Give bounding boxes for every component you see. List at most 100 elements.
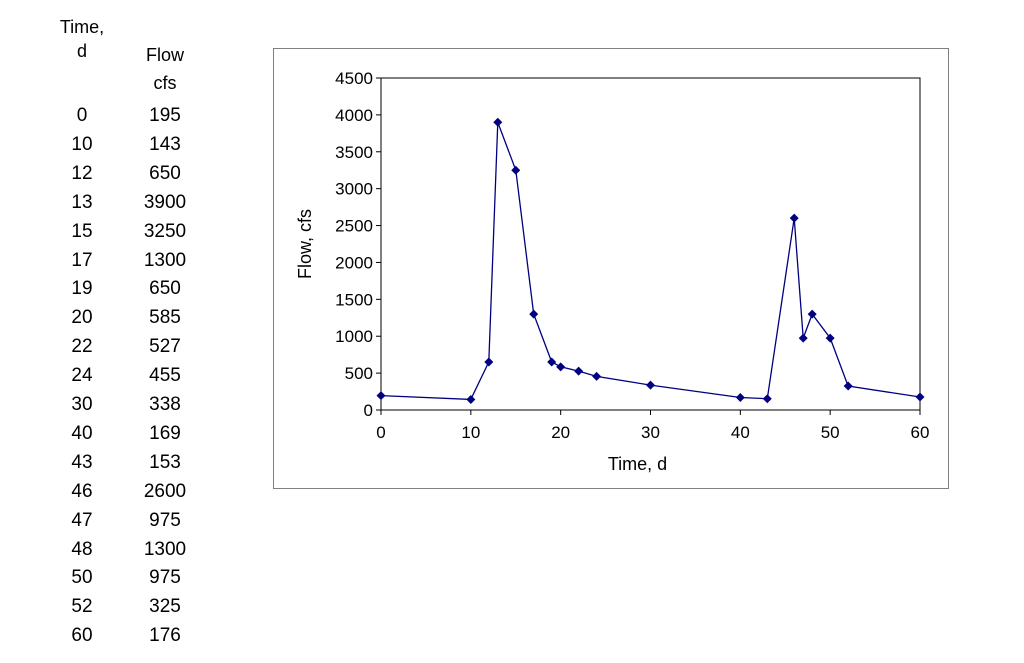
time-cell: 48 — [71, 538, 93, 560]
data-point-marker — [466, 394, 476, 404]
flow-cell: 325 — [149, 596, 181, 618]
chart-frame: 0 500 1000 1500 2000 2500 3000 3500 4000 4500 0 10 2… — [273, 48, 949, 489]
time-cell: 47 — [71, 509, 93, 531]
flow-cell: 650 — [149, 278, 181, 300]
table-row: 20 585 — [46, 303, 206, 332]
time-cell: 19 — [71, 278, 93, 300]
table-row: 40 169 — [46, 419, 206, 448]
table-row: 46 2600 — [46, 477, 206, 506]
data-point-marker — [574, 366, 584, 376]
flow-chart: 0 500 1000 1500 2000 2500 3000 3500 4000 4500 0 10 2… — [295, 69, 930, 474]
time-cell: 30 — [71, 394, 93, 415]
data-point-marker — [511, 165, 521, 175]
flow-cell: 195 — [149, 105, 181, 126]
data-point-marker — [484, 357, 494, 367]
y-tick-label: 2000 — [335, 253, 373, 272]
flow-series-line — [380, 122, 921, 401]
time-cell: 0 — [76, 105, 88, 126]
data-point-marker — [547, 357, 557, 367]
y-tick-label: 3000 — [335, 180, 373, 199]
time-cell: 10 — [71, 133, 93, 155]
y-tick-label: 2500 — [335, 217, 373, 236]
flow-cell: 176 — [149, 625, 181, 647]
flow-cell: 455 — [149, 365, 181, 387]
table-row: 0 195 — [46, 101, 206, 130]
flow-header-line2: cfs — [153, 73, 177, 93]
time-cell: 50 — [71, 567, 93, 589]
time-cell: 20 — [71, 307, 93, 329]
time-cell: 15 — [71, 220, 93, 242]
table-row: 50 975 — [46, 563, 206, 592]
y-tick-label: 3500 — [335, 143, 373, 162]
x-tick-label: 40 — [731, 423, 750, 442]
table-row: 30 338 — [46, 390, 206, 419]
time-cell: 43 — [71, 451, 93, 473]
flow-cell: 975 — [149, 509, 181, 531]
time-cell: 22 — [71, 336, 93, 358]
time-header-line2: d — [76, 41, 87, 61]
x-tick-label: 20 — [551, 423, 570, 442]
x-tick-label: 0 — [376, 423, 385, 442]
data-point-marker — [646, 380, 655, 390]
table-row: 52 325 — [46, 592, 206, 621]
flow-cell: 1300 — [143, 538, 187, 560]
y-tick-label: 0 — [364, 401, 373, 420]
y-tick-label: 500 — [345, 364, 373, 383]
time-cell: 52 — [71, 596, 93, 618]
time-cell: 60 — [71, 625, 93, 647]
data-point-marker — [493, 117, 503, 127]
table-row: 24 455 — [46, 361, 206, 390]
data-point-marker — [825, 333, 835, 343]
flow-cell: 1300 — [143, 249, 187, 271]
time-cell: 40 — [71, 422, 93, 444]
flow-cell: 2600 — [143, 480, 187, 502]
x-tick-label: 30 — [641, 423, 660, 442]
table-row: 12 650 — [46, 159, 206, 188]
table-row: 60 176 — [46, 621, 206, 650]
flow-cell: 585 — [149, 307, 181, 329]
table-row: 10 143 — [46, 130, 206, 159]
time-cell: 24 — [71, 365, 93, 387]
y-tick-label: 1000 — [335, 327, 373, 346]
y-tick-label: 1500 — [335, 290, 373, 309]
data-point-marker — [789, 213, 799, 223]
data-point-marker — [915, 392, 925, 402]
data-point-marker — [376, 391, 386, 401]
flow-cell: 527 — [149, 336, 181, 358]
x-axis-label: Time, d — [608, 454, 667, 474]
y-tick-label: 4000 — [335, 106, 373, 125]
flow-cell: 3900 — [143, 191, 187, 213]
x-tick-label: 10 — [461, 423, 480, 442]
data-point-marker — [843, 381, 853, 391]
flow-cell: 3250 — [143, 220, 187, 242]
table-row: 47 975 — [46, 506, 206, 535]
table-row: 22 527 — [46, 332, 206, 361]
x-tick-label: 60 — [911, 423, 930, 442]
time-header-line1: Time, — [59, 17, 105, 37]
flow-cell: 338 — [149, 394, 181, 415]
flow-header-line1: Flow — [145, 45, 184, 65]
flow-cell: 153 — [149, 451, 181, 473]
data-point-marker — [556, 362, 566, 372]
table-row: 43 153 — [46, 448, 206, 477]
flow-cell: 143 — [149, 133, 181, 155]
time-cell: 17 — [71, 249, 93, 271]
data-point-marker — [762, 394, 772, 404]
data-point-marker — [529, 309, 539, 319]
time-cell: 12 — [71, 162, 93, 184]
flow-cell: 650 — [149, 162, 181, 184]
x-tick-label: 50 — [821, 423, 840, 442]
data-point-marker — [798, 333, 808, 343]
data-point-marker — [807, 309, 817, 319]
y-axis-label: Flow, cfs — [295, 209, 315, 279]
data-point-marker — [592, 371, 602, 381]
table-row: 13 3900 — [46, 188, 206, 217]
table-row: 19 650 — [46, 274, 206, 303]
table-row: 48 1300 — [46, 535, 206, 564]
table-row: 17 1300 — [46, 246, 206, 275]
flow-cell: 169 — [149, 422, 181, 444]
time-cell: 13 — [71, 191, 93, 213]
data-point-marker — [735, 393, 745, 403]
y-tick-label: 4500 — [335, 69, 373, 88]
flow-cell: 975 — [149, 567, 181, 589]
